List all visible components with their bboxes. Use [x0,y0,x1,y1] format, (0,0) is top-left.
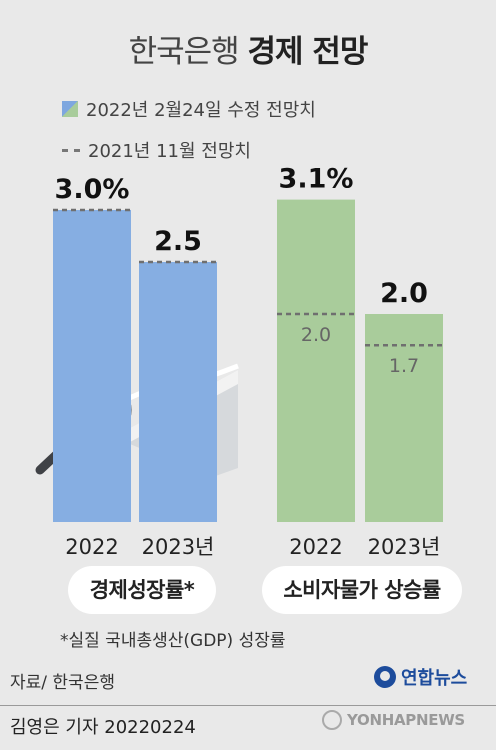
value-label-1-0: 3.1% [279,164,354,195]
legend-current-label: 2022년 2월24일 수정 전망치 [86,100,316,121]
legend-dash-icon [62,148,80,152]
byline: 김영은 기자 20220224 [10,717,196,738]
value-label-0-1: 2.5 [154,226,202,257]
logo-text: 연합뉴스 [401,668,468,689]
footnote: *실질 국내총생산(GDP) 성장률 [60,631,286,651]
watermark-logo-icon [322,710,342,730]
cpi-group-label: 소비자물가 상승률 [262,566,462,614]
chart-title: 한국은행 경제 전망 [0,26,496,71]
watermark: YONHAPNEWS [322,710,465,730]
legend-swatch-icon [62,101,78,117]
source-note: 자료/ 한국은행 [10,673,115,693]
previous-value-label-1-0: 2.0 [301,324,331,346]
bar-chart: 3.0% 2022 2.5 2023년 2.0 3.1% 2022 1.7 2.0 2023년 [35,164,443,559]
title-light: 한국은행 [128,34,240,70]
bar-0-0 [53,210,131,522]
gdp-group-label: 경제성장률* [68,566,216,614]
category-label-1-0: 2022 [289,535,342,559]
legend-previous-label: 2021년 11월 전망치 [88,141,251,162]
title-bold: 경제 전망 [247,34,369,70]
yonhap-logo: 연합뉴스 [374,664,467,690]
previous-value-label-1-1: 1.7 [389,355,419,377]
watermark-text: YONHAPNEWS [347,711,465,729]
category-label-0-0: 2022 [65,535,118,559]
category-label-0-1: 2023년 [142,535,215,559]
value-label-0-0: 3.0% [55,174,130,205]
legend-current: 2022년 2월24일 수정 전망치 [62,96,316,122]
bar-1-0 [277,199,355,522]
category-label-1-1: 2023년 [368,535,441,559]
legend-previous: 2021년 11월 전망치 [62,137,251,163]
divider [0,705,496,706]
yonhap-logo-icon [374,666,396,688]
bar-1-1 [365,314,443,522]
value-label-1-1: 2.0 [380,278,428,309]
bar-0-1 [139,262,217,522]
